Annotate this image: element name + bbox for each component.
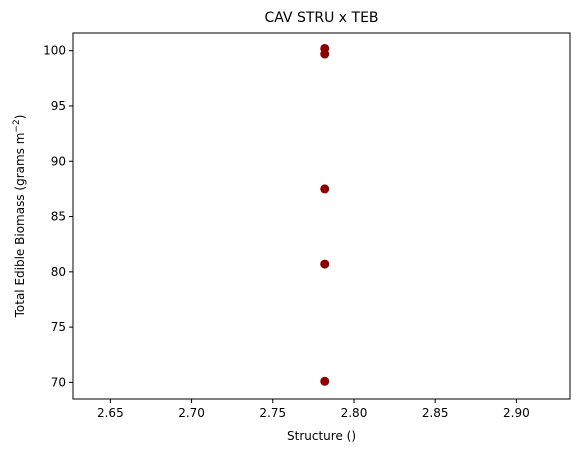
y-tick-label: 100 bbox=[43, 44, 66, 58]
y-axis-label-end: ) bbox=[13, 115, 27, 120]
y-tick-label: 90 bbox=[51, 154, 66, 168]
x-tick-label: 2.85 bbox=[422, 406, 449, 420]
y-tick-label: 95 bbox=[51, 99, 66, 113]
x-axis-label: Structure () bbox=[287, 429, 356, 443]
data-point bbox=[320, 184, 329, 193]
x-tick-label: 2.90 bbox=[503, 406, 530, 420]
x-axis-ticks: 2.65 2.70 2.75 2.80 2.85 2.90 bbox=[97, 399, 530, 420]
plot-frame bbox=[73, 33, 570, 399]
data-point bbox=[320, 260, 329, 269]
y-tick-label: 75 bbox=[51, 320, 66, 334]
y-axis-label-superscript: −2 bbox=[12, 119, 22, 132]
x-tick-label: 2.70 bbox=[178, 406, 205, 420]
y-axis-label: Total Edible Biomass (grams m−2) bbox=[12, 115, 27, 319]
y-tick-label: 85 bbox=[51, 210, 66, 224]
y-axis-ticks: 70 75 80 85 90 95 100 bbox=[43, 44, 73, 390]
x-tick-label: 2.75 bbox=[259, 406, 286, 420]
y-tick-label: 70 bbox=[51, 375, 66, 389]
y-axis-label-main: Total Edible Biomass (grams m bbox=[13, 133, 27, 319]
x-tick-label: 2.80 bbox=[341, 406, 368, 420]
data-point bbox=[320, 377, 329, 386]
chart-title: CAV STRU x TEB bbox=[264, 10, 378, 26]
data-point bbox=[320, 50, 329, 59]
data-points bbox=[320, 44, 329, 386]
y-tick-label: 80 bbox=[51, 265, 66, 279]
x-tick-label: 2.65 bbox=[97, 406, 124, 420]
